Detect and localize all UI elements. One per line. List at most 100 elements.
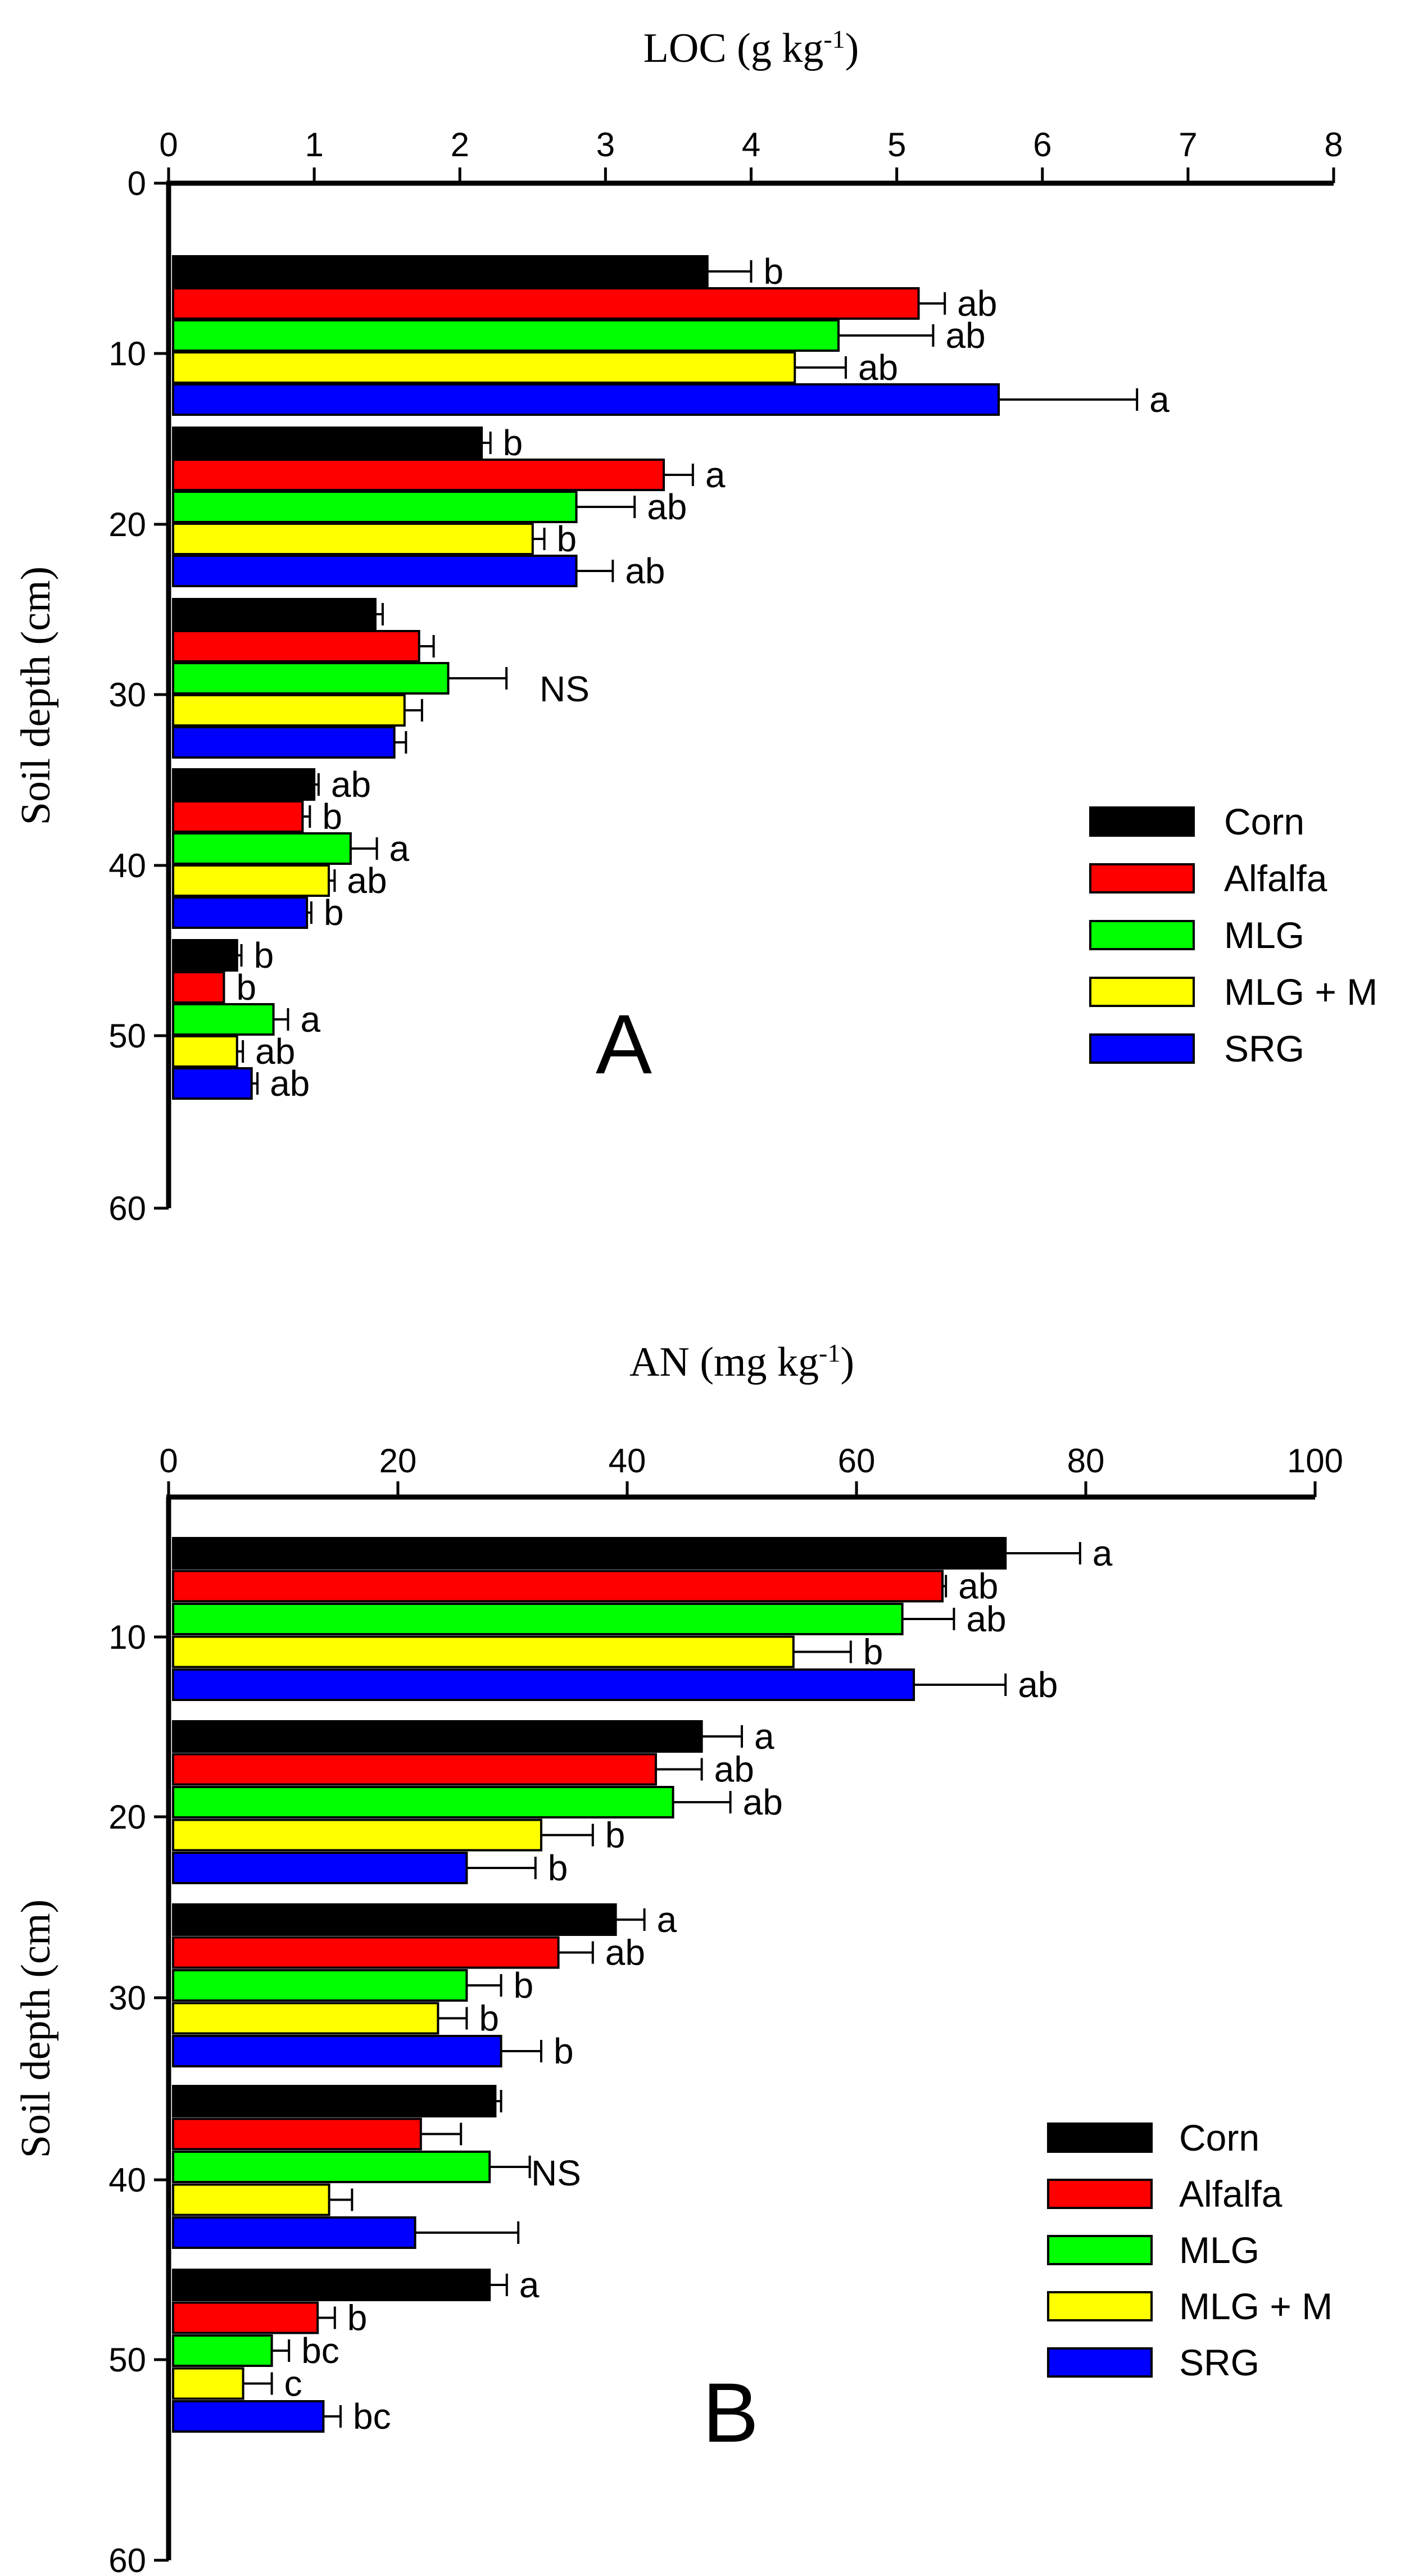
x-tick-label: 6 — [1033, 126, 1052, 164]
significance-label: ab — [331, 764, 371, 805]
significance-label: ab — [743, 1782, 783, 1822]
y-tick-label: 20 — [108, 1798, 146, 1836]
significance-label: b — [764, 251, 784, 292]
y-tick-label: 30 — [108, 676, 146, 714]
bar-alfalfa — [172, 971, 225, 1004]
bar-corn — [172, 939, 238, 972]
significance-label: b — [554, 2031, 574, 2071]
bar-mlg-m — [172, 1035, 238, 1068]
bar-alfalfa — [172, 1936, 560, 1969]
bar-mlg-m — [172, 1818, 542, 1852]
panel-a-loc-chart: LOC (g kg-1) Soil depth (cm) 0 1 2 3 4 5 6 7 8 0 10 2… — [13, 25, 1377, 1228]
x-axis-title: AN (mg kg-1) — [629, 1339, 854, 1386]
bar-srg — [172, 383, 1000, 416]
x-tick-label: 40 — [609, 1442, 646, 1480]
significance-label: c — [284, 2364, 302, 2404]
bar-alfalfa — [172, 630, 420, 663]
significance-label: ab — [270, 1063, 310, 1104]
x-tick-label: 1 — [305, 126, 323, 164]
x-tick-label: 8 — [1324, 126, 1343, 164]
bar-mlg — [172, 319, 840, 352]
bar-corn — [172, 255, 709, 288]
bar-corn — [172, 768, 316, 801]
significance-label: b — [605, 1815, 626, 1856]
legend-label: MLG — [1179, 2229, 1259, 2271]
bar-mlg-m — [172, 1635, 795, 1668]
legend: Corn Alfalfa MLG MLG + M SRG — [1089, 801, 1377, 1069]
bar-corn — [172, 1720, 703, 1753]
significance-label: b — [514, 1965, 534, 2006]
bar-srg — [172, 896, 309, 929]
x-axis-title-main: AN (mg kg — [629, 1339, 819, 1385]
legend-label: Alfalfa — [1179, 2173, 1282, 2215]
x-tick-label: 3 — [596, 126, 615, 164]
bar-srg — [172, 2400, 325, 2433]
significance-label: b — [479, 1998, 499, 2039]
bar-mlg — [172, 491, 578, 523]
legend-item: Corn — [1047, 2117, 1259, 2158]
significance-label: b — [863, 1632, 883, 1672]
significance-label: ab — [255, 1031, 295, 1072]
bar-srg — [172, 1852, 468, 1884]
significance-label: ab — [347, 860, 387, 901]
x-tick-label: 2 — [451, 126, 469, 164]
significance-label: a — [754, 1716, 774, 1757]
significance-label: b — [557, 519, 577, 559]
significance-label: ab — [1018, 1665, 1058, 1705]
significance-label: a — [519, 2265, 540, 2305]
x-axis-title-main: LOC (g kg — [643, 25, 824, 71]
legend-swatch — [1047, 2291, 1153, 2321]
legend-item: Corn — [1089, 801, 1304, 842]
bar-alfalfa — [172, 1570, 944, 1603]
legend-label: Corn — [1224, 801, 1304, 842]
legend-item: Alfalfa — [1089, 858, 1327, 899]
bar-mlg — [172, 1603, 904, 1635]
y-axis-title: Soil depth (cm) — [13, 566, 59, 825]
significance-label: b — [236, 967, 256, 1008]
significance-label: ab — [945, 315, 985, 356]
significance-label: ab — [966, 1599, 1006, 1639]
bar-alfalfa — [172, 800, 304, 833]
x-tick-label: 80 — [1067, 1442, 1105, 1480]
legend-item: MLG + M — [1089, 971, 1377, 1013]
bar-alfalfa — [172, 287, 920, 320]
bar-corn — [172, 2085, 497, 2117]
significance-label: ab — [957, 283, 997, 324]
bar-corn — [172, 427, 483, 459]
bar-mlg — [172, 832, 352, 865]
y-tick-label: 40 — [108, 2161, 146, 2199]
significance-label: ab — [647, 487, 687, 527]
bar-group-30-40: NS — [172, 2085, 581, 2249]
bar-mlg — [172, 662, 450, 695]
significance-note: NS — [531, 2153, 581, 2193]
x-tick-label: 20 — [379, 1442, 417, 1480]
bar-group-20-30: NS — [172, 598, 590, 759]
bar-srg — [172, 555, 578, 587]
bar-alfalfa — [172, 1753, 657, 1786]
significance-label: ab — [605, 1933, 645, 1973]
legend-swatch — [1089, 806, 1195, 837]
bar-mlg-m — [172, 2183, 330, 2216]
significance-label: a — [1149, 379, 1170, 420]
significance-label: a — [705, 455, 726, 495]
legend-label: MLG + M — [1179, 2285, 1333, 2327]
y-tick-label: 40 — [108, 847, 146, 885]
bar-mlg — [172, 2334, 273, 2367]
bar-srg — [172, 1067, 253, 1100]
bar-corn — [172, 598, 377, 631]
y-tick-label: 10 — [108, 335, 146, 373]
legend-label: SRG — [1224, 1028, 1304, 1069]
significance-label: b — [503, 423, 523, 463]
bar-mlg-m — [172, 351, 796, 384]
x-axis-title-sup: -1 — [819, 1339, 840, 1367]
legend-item: MLG — [1047, 2229, 1259, 2271]
x-axis-title-close: ) — [840, 1339, 854, 1385]
bar-srg — [172, 2216, 416, 2249]
bar-alfalfa — [172, 2301, 319, 2334]
bar-mlg — [172, 1786, 674, 1818]
y-tick-label: 60 — [108, 1190, 146, 1227]
significance-label: bc — [353, 2396, 391, 2437]
